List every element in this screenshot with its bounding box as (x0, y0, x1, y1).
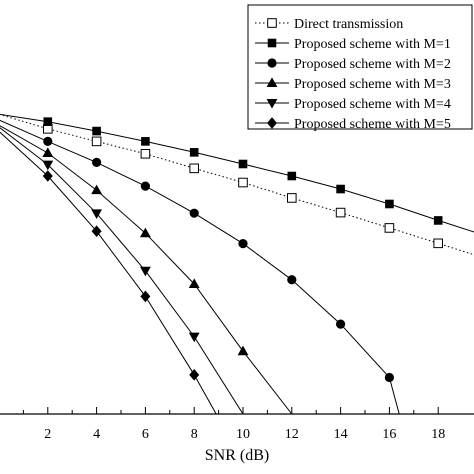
legend-marker (267, 58, 277, 68)
series-4 (0, 127, 244, 415)
data-point (385, 199, 394, 209)
data-point (189, 148, 199, 157)
legend-marker (266, 99, 278, 109)
x-ticks: 2 4 6 8 10 12 14 16 18 (22, 407, 445, 442)
data-point (238, 239, 248, 249)
x-tick-label: 2 (44, 427, 51, 442)
data-point (335, 207, 346, 218)
series-line (0, 131, 217, 415)
data-point (42, 160, 54, 171)
x-tick-label: 4 (93, 427, 100, 442)
x-tick-label: 8 (191, 427, 198, 442)
data-point (42, 147, 54, 157)
x-tick-label: 12 (285, 427, 299, 442)
series-5 (0, 131, 217, 415)
x-tick-label: 6 (142, 427, 149, 442)
data-point (92, 126, 101, 136)
data-point (140, 227, 151, 238)
data-point (42, 170, 53, 182)
series-line (0, 113, 474, 256)
data-point (384, 372, 394, 383)
data-point (140, 266, 151, 277)
data-point (188, 278, 200, 289)
legend-item: Proposed scheme with M=3 (255, 77, 451, 92)
x-tick-label: 10 (236, 427, 250, 442)
legend-item: Proposed scheme with M=4 (255, 97, 451, 112)
data-point (238, 177, 248, 188)
legend-marker (267, 38, 277, 48)
data-point (43, 117, 53, 126)
data-point (336, 319, 346, 329)
legend-label: Direct transmission (294, 17, 403, 32)
data-point (92, 157, 102, 167)
legend-label: Proposed scheme with M=2 (294, 57, 451, 72)
series-line (0, 119, 400, 415)
data-point (433, 238, 443, 249)
x-axis-label: SNR (dB) (205, 447, 269, 464)
data-point (188, 332, 200, 343)
x-tick-label: 16 (382, 427, 396, 442)
data-point (287, 193, 297, 203)
data-point (91, 209, 102, 219)
data-point (237, 345, 249, 356)
legend-item: Proposed scheme with M=5 (255, 117, 451, 132)
data-point (189, 208, 199, 218)
legend-label: Proposed scheme with M=1 (294, 37, 451, 52)
legend-label: Proposed scheme with M=5 (294, 117, 451, 132)
x-tick-label: 18 (431, 427, 445, 442)
legend-marker (267, 117, 277, 129)
series-2 (0, 119, 400, 415)
legend: Direct transmission Proposed scheme with … (247, 4, 473, 132)
legend-label: Proposed scheme with M=4 (294, 97, 451, 112)
data-point (140, 148, 151, 159)
legend-marker (267, 18, 277, 28)
data-point (140, 290, 151, 303)
data-point (238, 159, 248, 169)
data-point (91, 136, 102, 147)
legend-label: Proposed scheme with M=3 (294, 77, 451, 92)
legend-box (247, 4, 473, 130)
data-point (287, 171, 297, 181)
data-point (433, 216, 443, 225)
series-line (0, 127, 244, 415)
data-point (287, 275, 297, 285)
legend-item: Direct transmission (255, 17, 403, 32)
legend-item: Proposed scheme with M=2 (255, 57, 451, 72)
data-point (91, 225, 102, 237)
series-1 (0, 113, 474, 233)
data-point (189, 163, 199, 174)
data-point (336, 184, 345, 194)
series-0 (0, 113, 474, 256)
data-point (140, 181, 150, 191)
data-point (141, 137, 150, 146)
data-point (189, 369, 200, 381)
data-point (91, 184, 102, 195)
legend-marker (266, 77, 278, 87)
data-point (384, 223, 395, 233)
legend-items: Direct transmission Proposed scheme with … (255, 17, 451, 132)
series-line (0, 113, 474, 233)
x-tick-label: 14 (334, 427, 348, 442)
data-point (43, 136, 53, 146)
legend-item: Proposed scheme with M=1 (255, 37, 451, 52)
series-layer (0, 113, 474, 415)
series-3 (0, 125, 293, 415)
